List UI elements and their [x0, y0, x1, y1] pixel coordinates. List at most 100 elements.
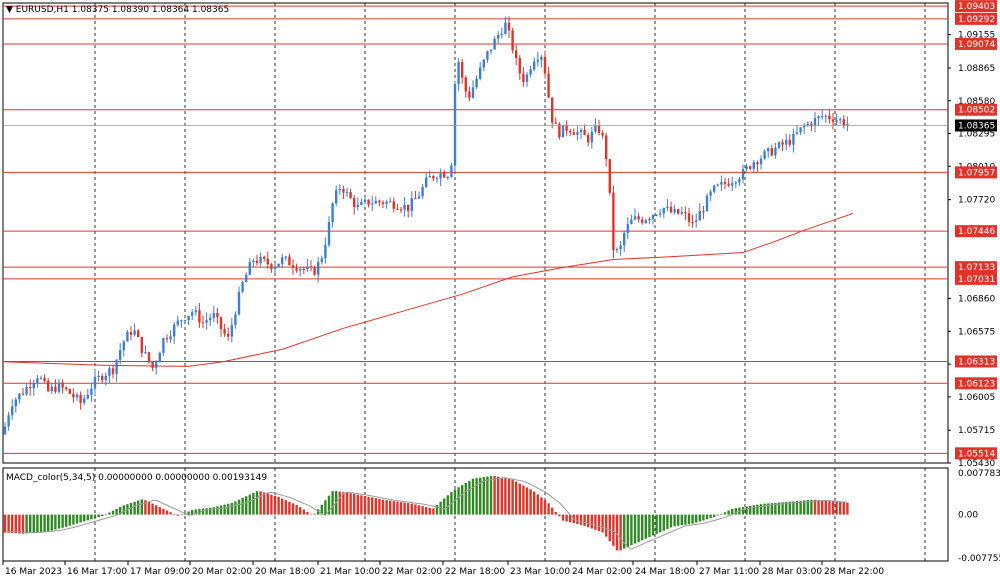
candle-body [486, 51, 489, 60]
macd-bar [457, 487, 460, 515]
time-tick-label: 27 Mar 11:00 [699, 567, 759, 577]
macd-bar [104, 514, 107, 515]
macd-bar [194, 509, 197, 515]
time-tick-label: 22 Mar 18:00 [445, 567, 505, 577]
candle-body [90, 388, 93, 395]
macd-bar [644, 514, 647, 539]
candle-body [421, 186, 424, 197]
price-tick-label: 1.06860 [958, 295, 995, 305]
macd-bar [623, 514, 626, 549]
candle-body [36, 378, 39, 384]
macd-bar [29, 514, 32, 534]
macd-bar [277, 496, 280, 515]
macd-bar [515, 481, 518, 515]
macd-bar [547, 503, 550, 515]
macd-bar [626, 514, 629, 547]
candle-body [29, 386, 32, 389]
macd-bar [295, 504, 298, 515]
macd-bar [817, 500, 820, 515]
candle-body [479, 67, 482, 79]
macd-bar [57, 514, 61, 529]
macd-bar [651, 514, 655, 536]
candle-body [777, 142, 781, 149]
macd-bar [666, 514, 669, 530]
macd-bar [821, 500, 824, 515]
macd-bar [788, 501, 791, 515]
candle-body [741, 169, 745, 180]
macd-bar [479, 477, 482, 515]
macd-bar [119, 507, 122, 515]
macd-bar [421, 506, 424, 515]
macd-bar [565, 514, 568, 522]
candle-body [702, 211, 705, 213]
candle-body [810, 123, 813, 127]
candle-body [324, 244, 327, 259]
macd-bar [43, 514, 46, 532]
macd-bar [723, 512, 727, 515]
candle-body [669, 206, 673, 213]
macd-header: MACD_color(5,34,5) 0.00000000 0.00000000… [6, 473, 267, 483]
macd-bar [594, 514, 597, 530]
macd-bar [381, 499, 385, 515]
macd-bar [389, 500, 392, 515]
candle-body [176, 320, 179, 325]
macd-bar [529, 489, 532, 515]
candle-body [594, 125, 597, 132]
candle-body [230, 324, 233, 337]
candle-body [734, 182, 737, 184]
candle-body [18, 393, 21, 400]
candle-body [119, 350, 122, 360]
level-label: 1.09074 [958, 40, 995, 50]
macd-bar [759, 504, 763, 515]
macd-bar [464, 482, 467, 515]
price-tick-label: 1.06575 [958, 327, 995, 337]
candle-body [633, 216, 637, 220]
macd-bar [630, 514, 633, 546]
main-plot-frame [2, 2, 949, 464]
macd-bar [687, 514, 691, 525]
macd-bar [263, 492, 266, 515]
candle-body [241, 282, 244, 292]
macd-bar [144, 500, 147, 515]
macd-bar [432, 508, 435, 515]
macd-bar [828, 501, 831, 515]
level-label: 1.09403 [958, 2, 995, 12]
macd-bar [511, 479, 514, 515]
candle-body [151, 361, 154, 369]
macd-bar [608, 514, 611, 542]
candle-body [237, 291, 241, 315]
candle-body [86, 394, 89, 399]
candle-body [720, 182, 723, 185]
candle-body [133, 330, 136, 335]
macd-bar [223, 504, 226, 515]
macd-bar [781, 502, 784, 515]
macd-bar [324, 500, 327, 515]
level-label-box [955, 12, 997, 25]
candle-body [821, 116, 824, 118]
candle-body [525, 74, 529, 82]
candle-body [828, 115, 831, 120]
macd-bar [417, 505, 421, 515]
candle-body [587, 135, 590, 143]
candle-body [183, 320, 187, 322]
macd-bar [155, 505, 158, 515]
candle-body [68, 389, 71, 394]
candle-body [360, 201, 363, 205]
macd-bar [216, 506, 219, 515]
macd-bar [313, 513, 316, 515]
candle-body [227, 333, 230, 337]
price-tick-label: 1.08580 [958, 97, 995, 107]
candle-body [320, 258, 323, 262]
candle-body [432, 176, 435, 179]
macd-bar [191, 510, 194, 515]
macd-bar [111, 510, 115, 515]
macd-bar [165, 510, 169, 515]
macd-bar [839, 502, 842, 515]
macd-bar [187, 511, 190, 515]
macd-bar [590, 514, 593, 529]
candle-body [651, 215, 655, 219]
macd-bar [255, 491, 259, 515]
macd-bar [72, 514, 75, 525]
macd-bar [709, 514, 712, 519]
